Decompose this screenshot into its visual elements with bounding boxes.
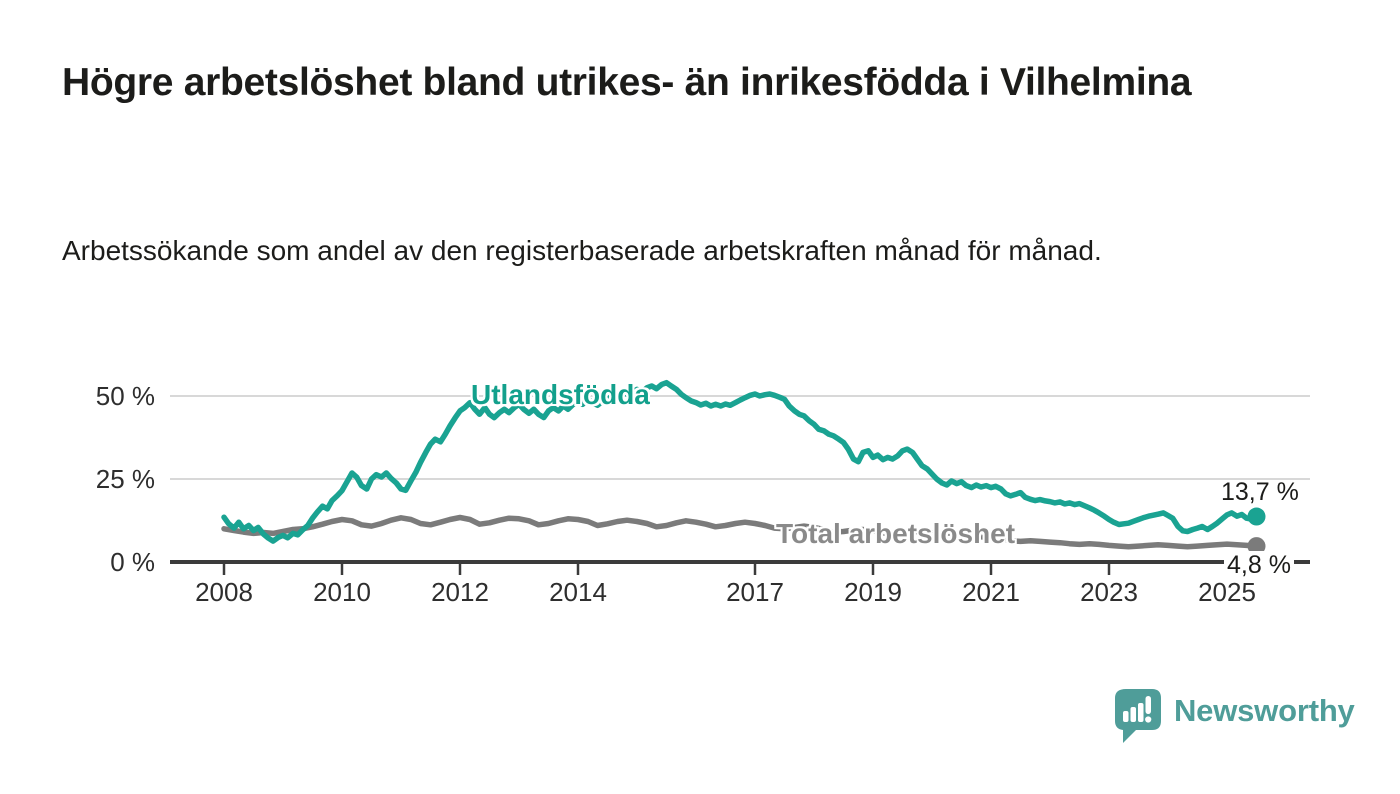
y-tick-label: 25 % (96, 464, 155, 494)
series-label-total-arbetsloshet: Total arbetslöshet (776, 518, 1016, 549)
y-tick-label: 0 % (110, 547, 155, 577)
x-tick-label: 2010 (313, 577, 371, 607)
x-tick-label: 2021 (962, 577, 1020, 607)
x-tick-label: 2017 (726, 577, 784, 607)
newsworthy-logo: Newsworthy (1114, 688, 1355, 744)
page-title: Högre arbetslöshet bland utrikes- än inr… (62, 61, 1192, 104)
series-label-utlandsfodda: Utlandsfödda (471, 379, 650, 410)
end-value-label-utlandsfodda: 13,7 % (1221, 478, 1299, 506)
x-tick-label: 2025 (1198, 577, 1256, 607)
x-tick-label: 2023 (1080, 577, 1138, 607)
x-tick-label: 2014 (549, 577, 607, 607)
series-line (221, 379, 1260, 544)
series-end-dot (1247, 507, 1266, 526)
y-tick-label: 50 % (96, 381, 155, 411)
newsworthy-bubble-chart-icon (1115, 689, 1161, 743)
series-end-dot (1247, 537, 1266, 556)
x-tick-label: 2008 (195, 577, 253, 607)
x-tick-label: 2012 (431, 577, 489, 607)
end-value-label-total: 4,8 % (1224, 551, 1294, 580)
series-line (221, 514, 1260, 550)
newsworthy-wordmark: Newsworthy (1174, 693, 1355, 728)
chart-subtitle: Arbetssökande som andel av den registerb… (62, 235, 1102, 266)
x-tick-label: 2019 (844, 577, 902, 607)
